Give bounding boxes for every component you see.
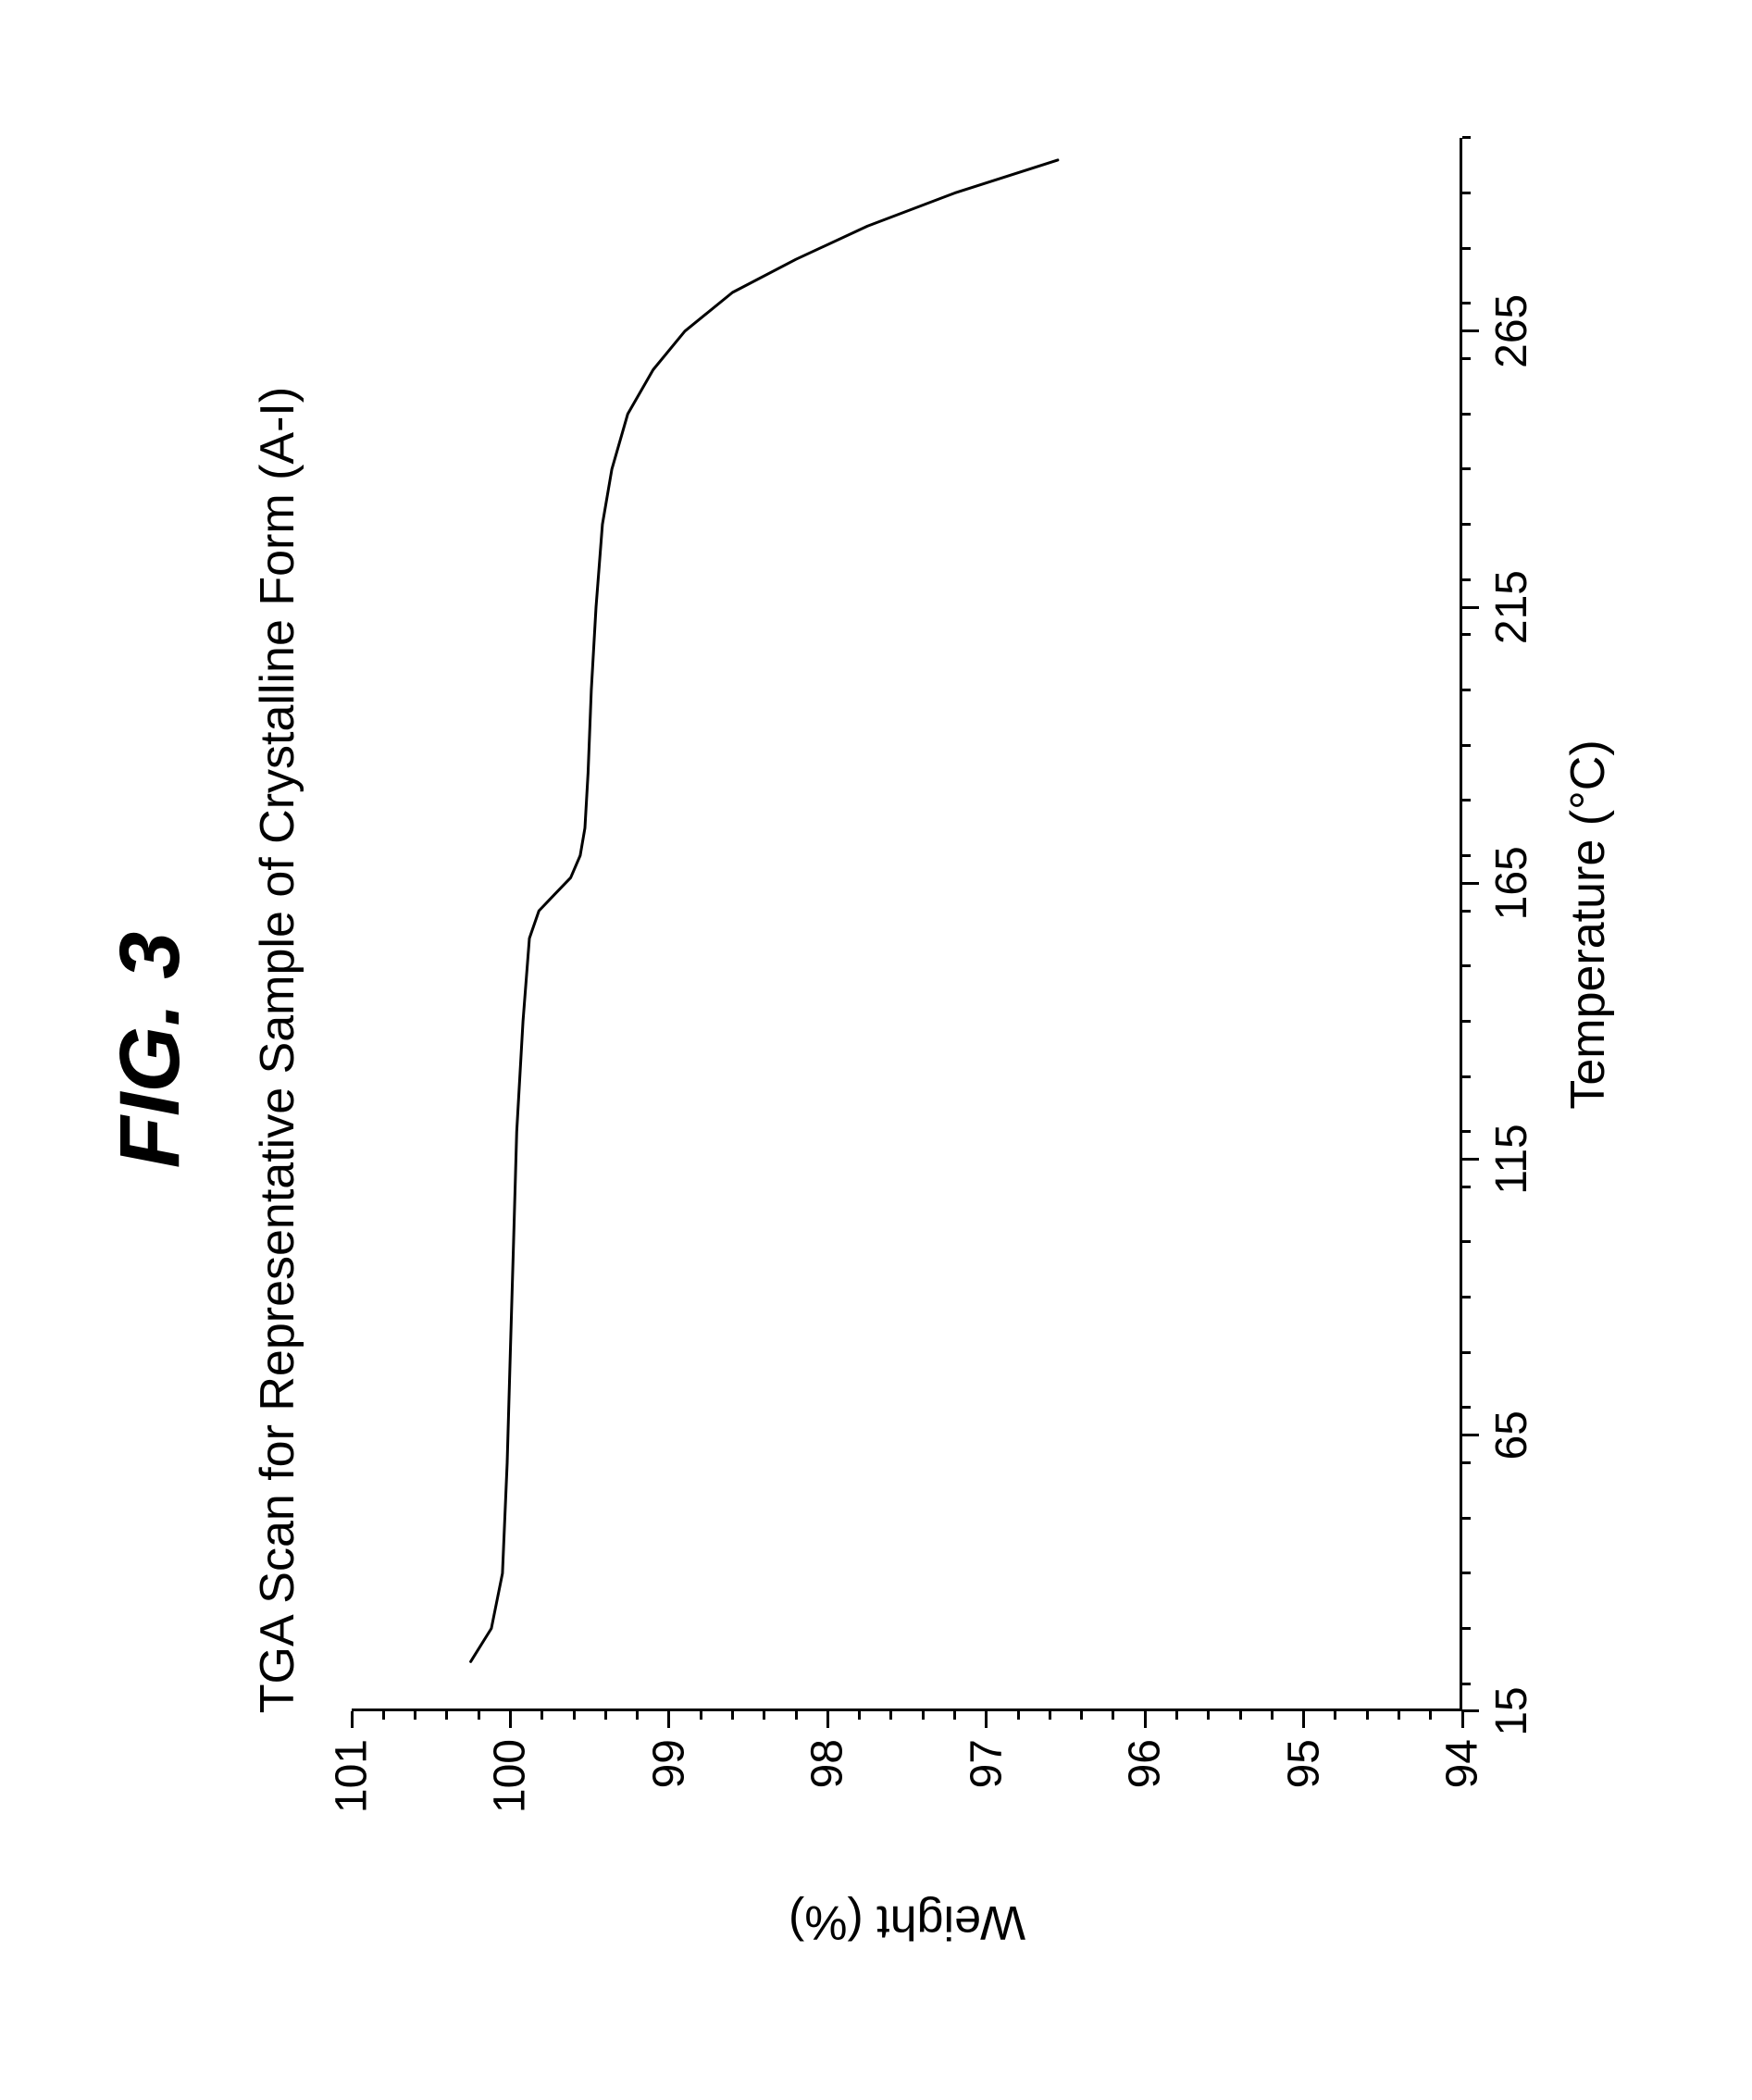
tga-curve bbox=[0, 0, 1752, 2100]
figure-rotated-stage: FIG. 3TGA Scan for Representative Sample… bbox=[0, 0, 1752, 2100]
